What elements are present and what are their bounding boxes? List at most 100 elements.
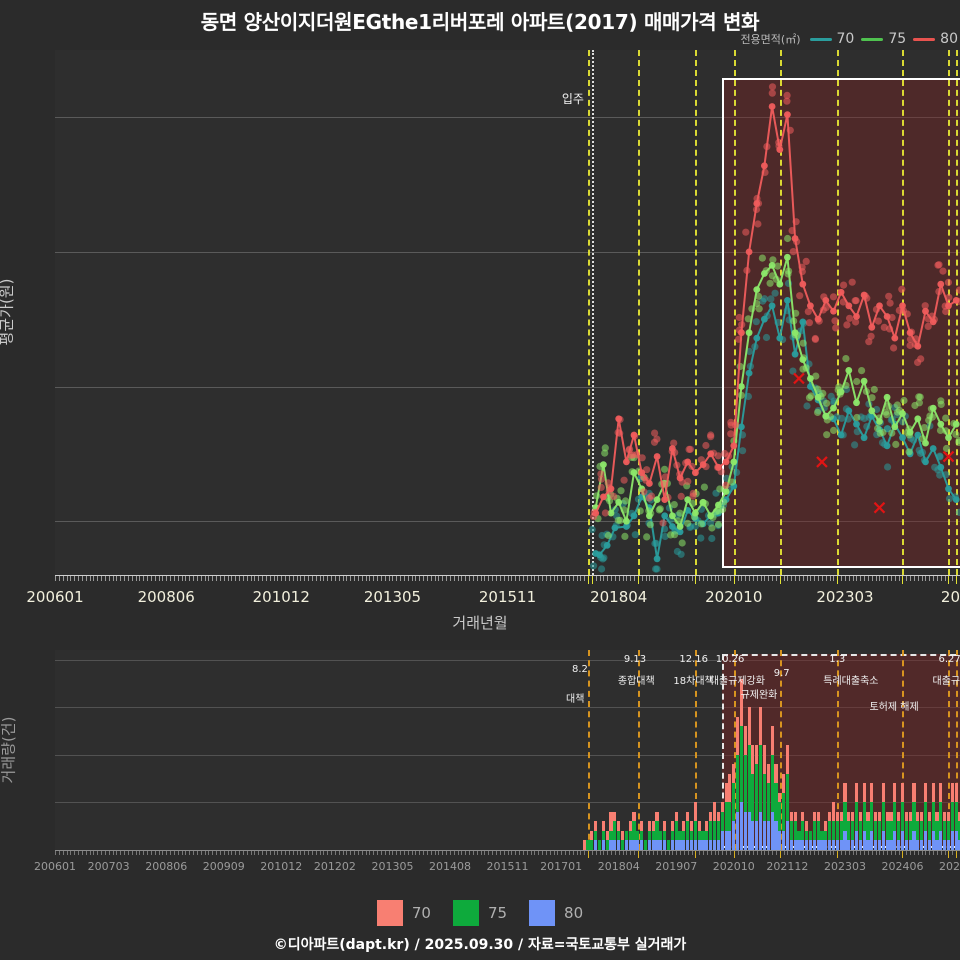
volume-bar[interactable] — [628, 821, 632, 850]
volume-bar[interactable] — [766, 764, 770, 850]
volume-bar[interactable] — [655, 811, 659, 850]
volume-bar[interactable] — [755, 745, 759, 850]
volume-bar[interactable] — [720, 802, 724, 850]
volume-bar[interactable] — [701, 830, 705, 850]
volume-bar[interactable] — [843, 783, 847, 850]
volume-bar[interactable] — [801, 811, 805, 850]
volume-bar[interactable] — [920, 811, 924, 850]
volume-bar[interactable] — [678, 830, 682, 850]
volume-bar[interactable] — [820, 830, 824, 850]
volume-bar[interactable] — [824, 821, 828, 850]
volume-bar[interactable] — [939, 783, 943, 850]
volume-bar[interactable] — [590, 830, 594, 850]
volume-bar[interactable] — [954, 783, 958, 850]
volume-bar[interactable] — [709, 811, 713, 850]
volume-bar[interactable] — [946, 811, 951, 850]
volume-bar[interactable] — [931, 783, 935, 850]
volume-bar[interactable] — [682, 821, 686, 850]
volume-bar[interactable] — [670, 821, 674, 850]
volume-bar[interactable] — [601, 821, 605, 850]
volume-bar[interactable] — [743, 726, 747, 850]
volume-bar[interactable] — [605, 830, 609, 850]
volume-bar[interactable] — [831, 802, 836, 850]
volume-bar[interactable] — [640, 821, 644, 850]
volume-bar[interactable] — [686, 811, 690, 850]
volume-bar[interactable] — [900, 783, 905, 850]
volume-bar[interactable] — [816, 811, 820, 850]
volume-bar[interactable] — [828, 811, 832, 850]
volume-bar[interactable] — [697, 821, 701, 850]
volume-bar[interactable] — [935, 811, 939, 850]
volume-bar[interactable] — [916, 811, 920, 850]
legend-item-80[interactable]: 80 — [913, 31, 958, 47]
volume-bar[interactable] — [854, 783, 859, 850]
volume-bar[interactable] — [793, 811, 797, 850]
volume-bar[interactable] — [597, 840, 602, 850]
volume-bar[interactable] — [885, 811, 889, 850]
volume-bar[interactable] — [643, 840, 648, 850]
volume-bar[interactable] — [582, 840, 586, 850]
legend-item-75[interactable]: 75 — [861, 31, 906, 47]
volume-bar[interactable] — [904, 811, 908, 850]
volume-bar[interactable] — [716, 811, 720, 850]
volume-bar[interactable] — [874, 811, 878, 850]
volume-bar[interactable] — [893, 783, 897, 850]
volume-bar[interactable] — [705, 821, 709, 850]
volume-bar[interactable] — [877, 811, 882, 850]
volume-bar[interactable] — [778, 792, 782, 850]
volume-bar[interactable] — [927, 811, 931, 850]
volume-bar[interactable] — [751, 745, 755, 850]
volume-bar[interactable] — [728, 773, 732, 850]
volume-chart[interactable]: 8.2 대책 9.13 종합대책 12.16 18차대책 10.26 대출규제강화 규제완화 9.… — [55, 650, 960, 851]
volume-bar[interactable] — [689, 821, 694, 850]
volume-bar[interactable] — [950, 783, 954, 850]
volume-bar[interactable] — [747, 707, 751, 850]
volume-bar[interactable] — [866, 811, 870, 850]
volume-bar[interactable] — [613, 811, 617, 850]
volume-bar[interactable] — [632, 811, 636, 850]
volume-bar[interactable] — [785, 745, 789, 850]
volume-bar[interactable] — [858, 811, 862, 850]
volume-bar[interactable] — [897, 811, 901, 850]
volume-bar[interactable] — [889, 811, 893, 850]
volume-bar[interactable] — [739, 678, 743, 850]
volume-bar[interactable] — [674, 811, 678, 850]
volume-bar[interactable] — [805, 821, 809, 850]
volume-bar[interactable] — [870, 783, 874, 850]
volume-legend-item-80[interactable]: 80 — [529, 900, 583, 926]
volume-bar[interactable] — [586, 840, 590, 850]
volume-bar[interactable] — [693, 802, 697, 850]
volume-bar[interactable] — [594, 821, 598, 850]
volume-bar[interactable] — [647, 821, 651, 850]
volume-bar[interactable] — [847, 811, 851, 850]
volume-bar[interactable] — [912, 783, 916, 850]
volume-bar[interactable] — [789, 811, 793, 850]
volume-bar[interactable] — [620, 830, 625, 850]
volume-legend-item-75[interactable]: 75 — [452, 900, 507, 926]
price-chart[interactable]: 입주 — [55, 50, 960, 575]
volume-bar[interactable] — [762, 745, 766, 850]
volume-bar[interactable] — [732, 764, 736, 850]
legend-item-70[interactable]: 70 — [809, 31, 854, 47]
volume-bar[interactable] — [713, 802, 717, 850]
volume-bar[interactable] — [663, 821, 667, 850]
volume-bar[interactable] — [835, 811, 839, 850]
volume-bar[interactable] — [659, 830, 663, 850]
volume-bar[interactable] — [839, 811, 843, 850]
volume-bar[interactable] — [609, 811, 613, 850]
volume-bar[interactable] — [666, 840, 671, 850]
volume-bar[interactable] — [651, 821, 655, 850]
volume-bar[interactable] — [958, 811, 960, 850]
volume-bar[interactable] — [908, 811, 912, 850]
volume-bar[interactable] — [774, 764, 778, 850]
volume-bar[interactable] — [862, 783, 866, 850]
volume-bar[interactable] — [851, 811, 855, 850]
volume-bar[interactable] — [782, 773, 786, 850]
volume-bar[interactable] — [759, 707, 763, 850]
volume-bar[interactable] — [770, 726, 774, 850]
volume-bar[interactable] — [724, 783, 728, 850]
volume-legend-item-70[interactable]: 70 — [376, 900, 431, 926]
volume-bar[interactable] — [736, 716, 740, 850]
volume-bar[interactable] — [808, 830, 812, 850]
volume-bar[interactable] — [812, 811, 816, 850]
